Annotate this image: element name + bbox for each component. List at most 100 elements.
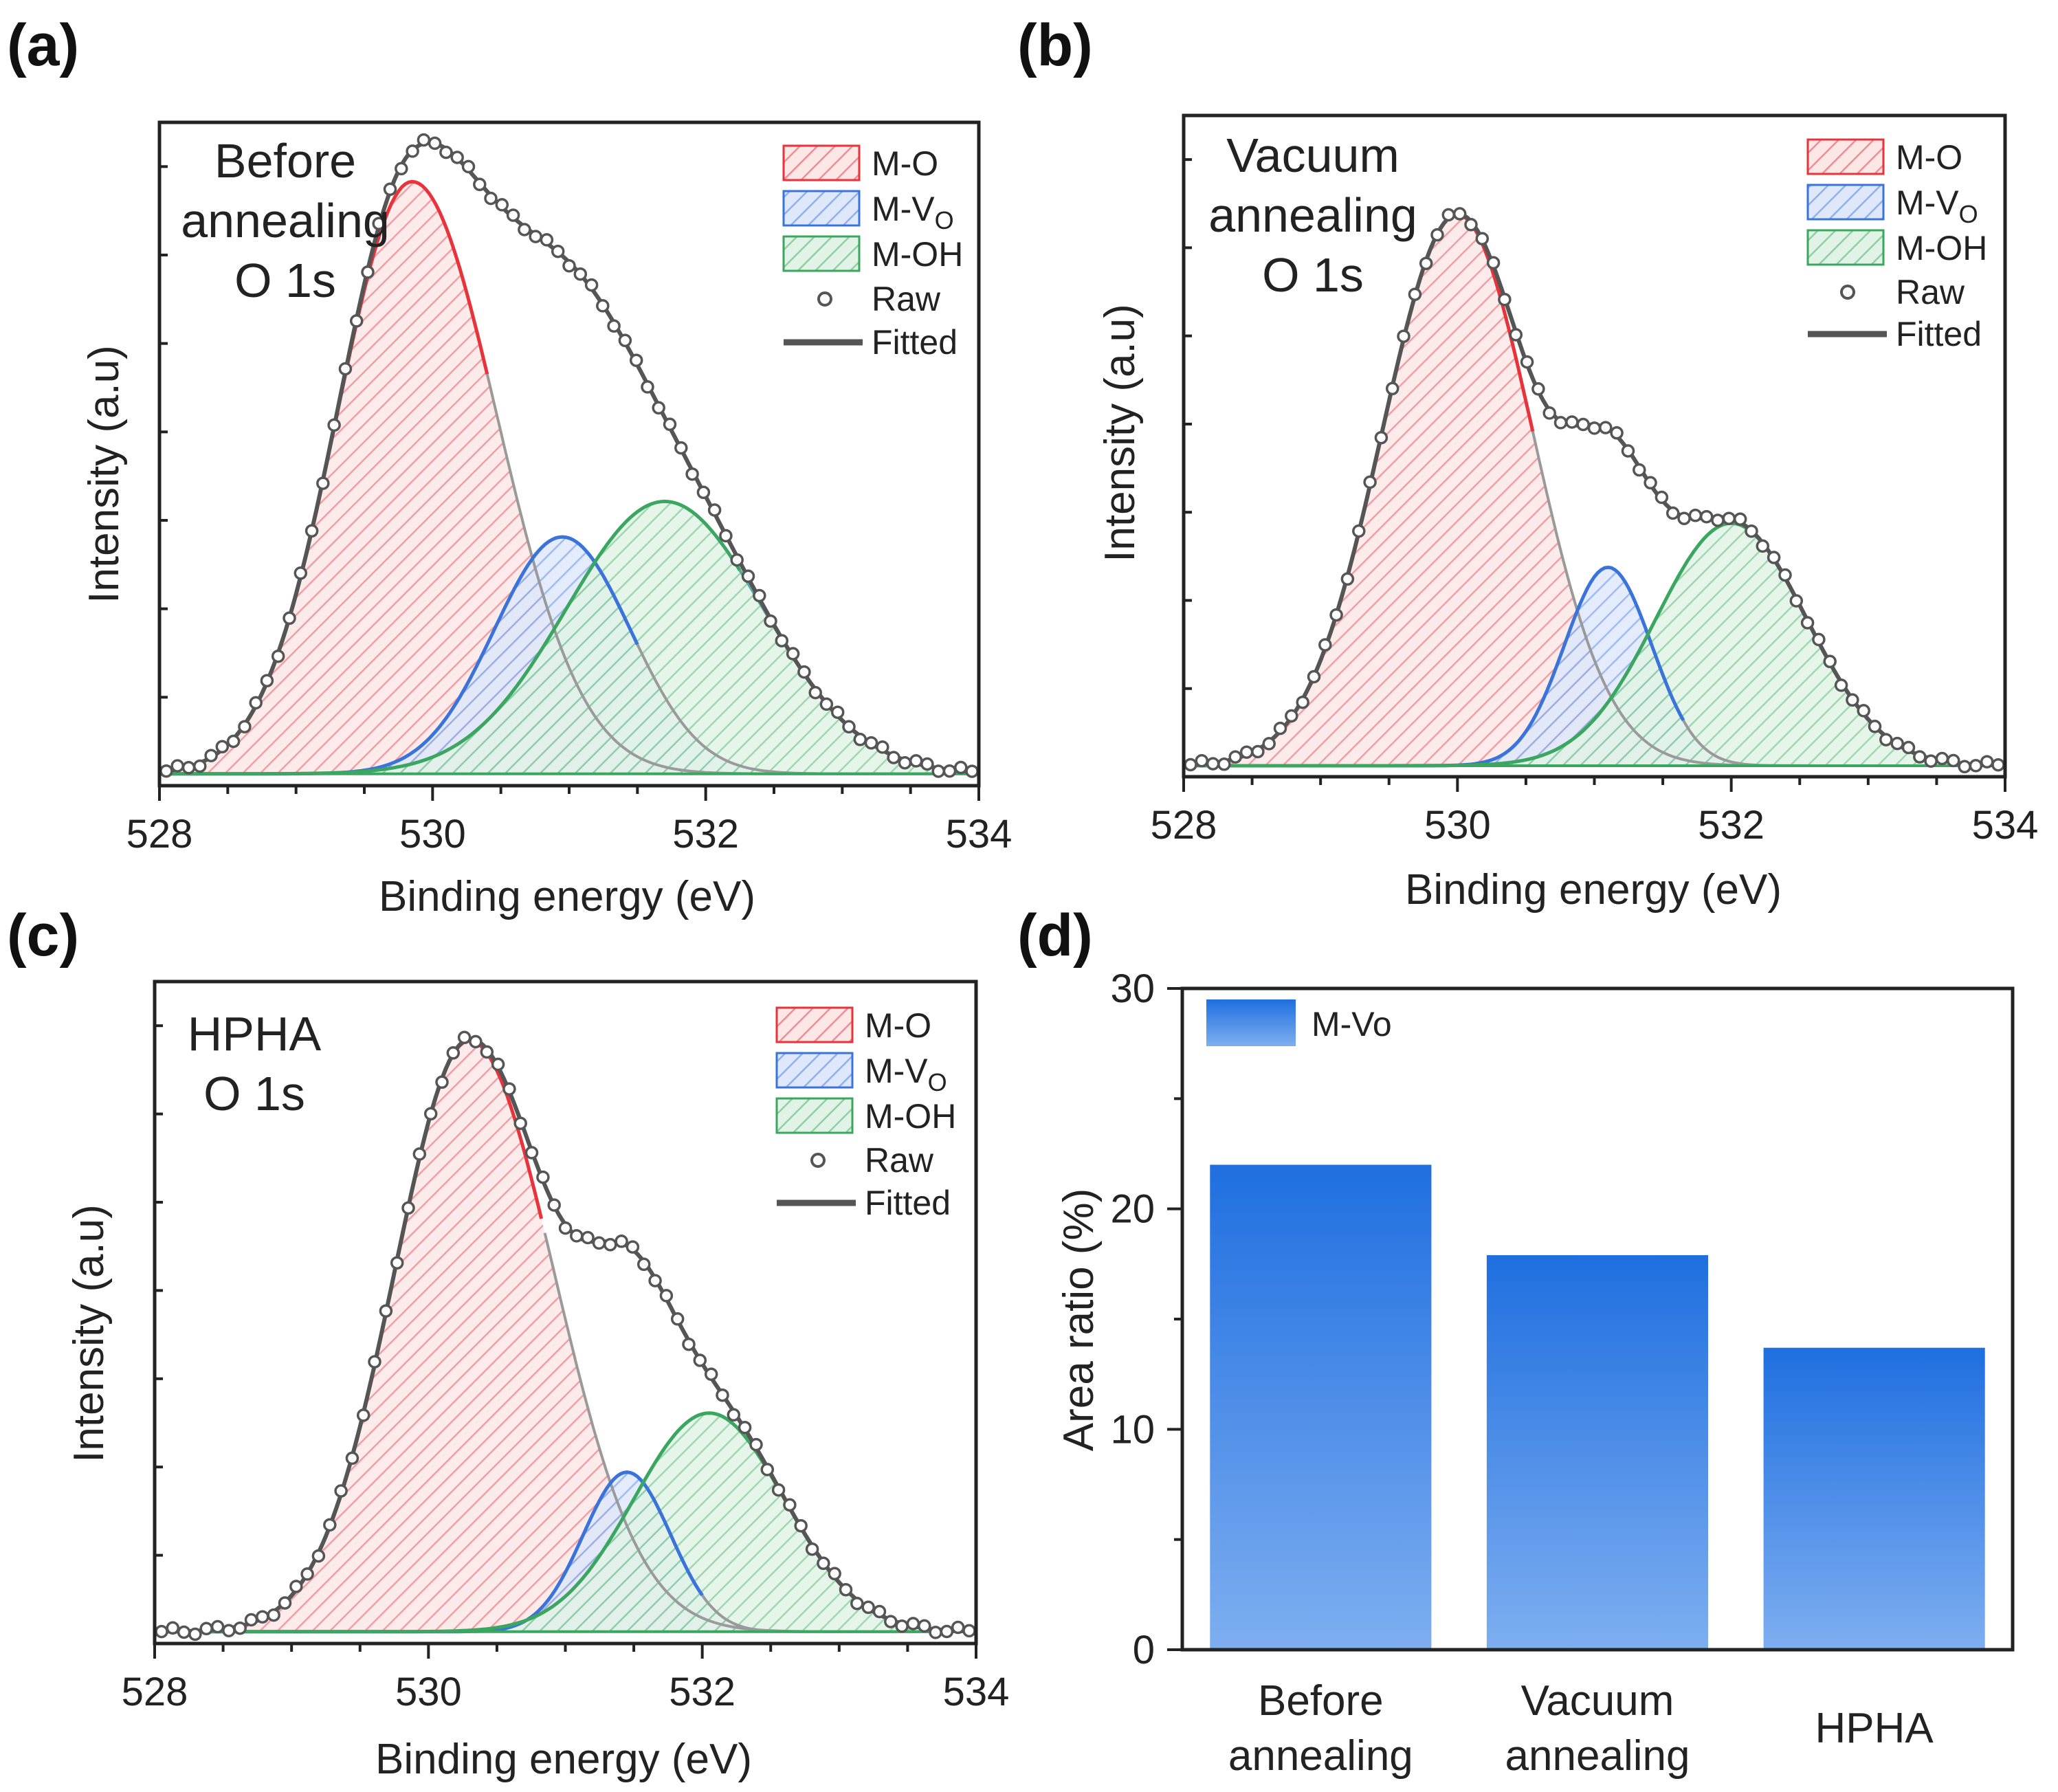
panel-b: (b) 528 530 532 534 Vacuum annealing O 1s M… xyxy=(1017,12,2038,914)
raw-point xyxy=(450,151,464,164)
raw-point xyxy=(872,1604,887,1619)
raw-point xyxy=(446,1046,461,1060)
raw-point xyxy=(502,1082,516,1096)
raw-point xyxy=(1452,207,1467,221)
bar-plot-d: Before annealing Vacuum annealing HPHA 0 10 20 3… xyxy=(1110,966,2015,1780)
raw-point xyxy=(181,761,196,775)
legend-label-fitted: Fitted xyxy=(872,323,958,362)
raw-point xyxy=(547,1198,561,1212)
raw-point xyxy=(1745,524,1758,538)
x-tick-label: 534 xyxy=(943,1670,1010,1714)
raw-point xyxy=(244,1613,258,1627)
raw-point xyxy=(648,1274,662,1287)
raw-point xyxy=(1475,232,1490,245)
raw-point xyxy=(1352,524,1366,538)
raw-point xyxy=(730,553,744,567)
raw-point xyxy=(707,503,722,517)
raw-point xyxy=(155,1624,168,1639)
raw-point xyxy=(289,1580,303,1593)
raw-point xyxy=(1857,704,1870,718)
raw-point xyxy=(581,1230,595,1245)
raw-point xyxy=(283,611,296,626)
raw-point xyxy=(738,1420,752,1435)
raw-point xyxy=(204,749,218,762)
raw-point xyxy=(1374,430,1388,445)
raw-point xyxy=(670,1312,685,1326)
bar-m-vo-2 xyxy=(1486,1255,1708,1650)
raw-point xyxy=(390,1256,404,1270)
x-tick-label: 530 xyxy=(1424,803,1491,848)
y-tick-label: 30 xyxy=(1110,966,1155,1011)
x-axis-label-c: Binding energy (eV) xyxy=(375,1736,752,1783)
y-axis-label-b: Intensity (a.u) xyxy=(1096,304,1144,562)
raw-point xyxy=(864,735,878,750)
raw-point xyxy=(1621,444,1635,458)
raw-point xyxy=(951,1620,965,1635)
raw-point xyxy=(674,441,688,455)
raw-point xyxy=(753,588,766,603)
raw-point xyxy=(1498,292,1512,307)
raw-point xyxy=(786,647,800,661)
peak-fill-m-oh xyxy=(159,501,979,774)
peak-fill-m-o xyxy=(1184,214,2005,766)
panel-label-c: (c) xyxy=(7,903,79,969)
legend-label-m-vo: M-VO xyxy=(1896,184,1978,228)
raw-point xyxy=(473,177,487,192)
raw-point xyxy=(1464,218,1478,232)
raw-point xyxy=(817,1556,830,1571)
raw-point xyxy=(193,759,207,773)
raw-point xyxy=(1666,506,1680,520)
raw-point xyxy=(395,162,408,176)
raw-point xyxy=(518,223,531,236)
raw-point xyxy=(1767,551,1781,564)
raw-point xyxy=(884,1615,898,1628)
raw-point xyxy=(727,1408,741,1422)
raw-point xyxy=(861,1600,875,1615)
raw-point xyxy=(659,1289,674,1303)
raw-point xyxy=(895,1619,909,1633)
raw-point xyxy=(931,764,945,778)
x-tick-label: 528 xyxy=(122,1670,188,1714)
raw-point xyxy=(166,1621,180,1635)
raw-point xyxy=(469,1035,483,1049)
annotation-b-line-2: annealing xyxy=(1208,188,1417,242)
raw-point xyxy=(256,1610,269,1624)
raw-point xyxy=(1228,750,1242,764)
y-tick-label: 20 xyxy=(1110,1187,1155,1232)
raw-point xyxy=(965,764,979,778)
raw-point xyxy=(618,333,632,348)
raw-point xyxy=(379,1304,393,1318)
raw-point xyxy=(170,759,184,773)
raw-point xyxy=(918,1619,931,1633)
raw-point xyxy=(1363,475,1377,489)
raw-point xyxy=(1610,426,1624,440)
raw-point xyxy=(1991,757,2005,772)
raw-point xyxy=(637,1257,651,1272)
raw-point xyxy=(696,485,711,500)
bar-m-vo-3 xyxy=(1763,1347,1985,1650)
raw-point xyxy=(401,1201,415,1215)
raw-point xyxy=(1397,329,1410,343)
raw-point xyxy=(682,1337,696,1351)
raw-point xyxy=(316,476,330,490)
x-category-label: Vacuum xyxy=(1521,1677,1674,1725)
raw-point xyxy=(1273,721,1287,735)
x-axis-label-a: Binding energy (eV) xyxy=(379,873,755,920)
x-tick-label: 530 xyxy=(395,1670,462,1714)
raw-point xyxy=(210,1619,225,1634)
legend-label-fitted: Fitted xyxy=(1896,315,1982,353)
raw-point xyxy=(876,740,889,754)
raw-point xyxy=(663,417,677,432)
raw-point xyxy=(491,1057,505,1072)
x-tick-label: 532 xyxy=(672,812,739,856)
raw-point xyxy=(1520,355,1534,369)
raw-point xyxy=(457,1030,472,1045)
raw-point xyxy=(1722,511,1736,525)
raw-point xyxy=(850,1596,864,1611)
x-tick-label: 532 xyxy=(669,1670,735,1714)
legend-swatch-m-vo xyxy=(782,190,861,227)
raw-point xyxy=(529,230,542,243)
raw-point xyxy=(830,705,845,719)
panel-label-d: (d) xyxy=(1017,903,1093,969)
legend-label-m-oh: M-OH xyxy=(1896,229,1987,267)
